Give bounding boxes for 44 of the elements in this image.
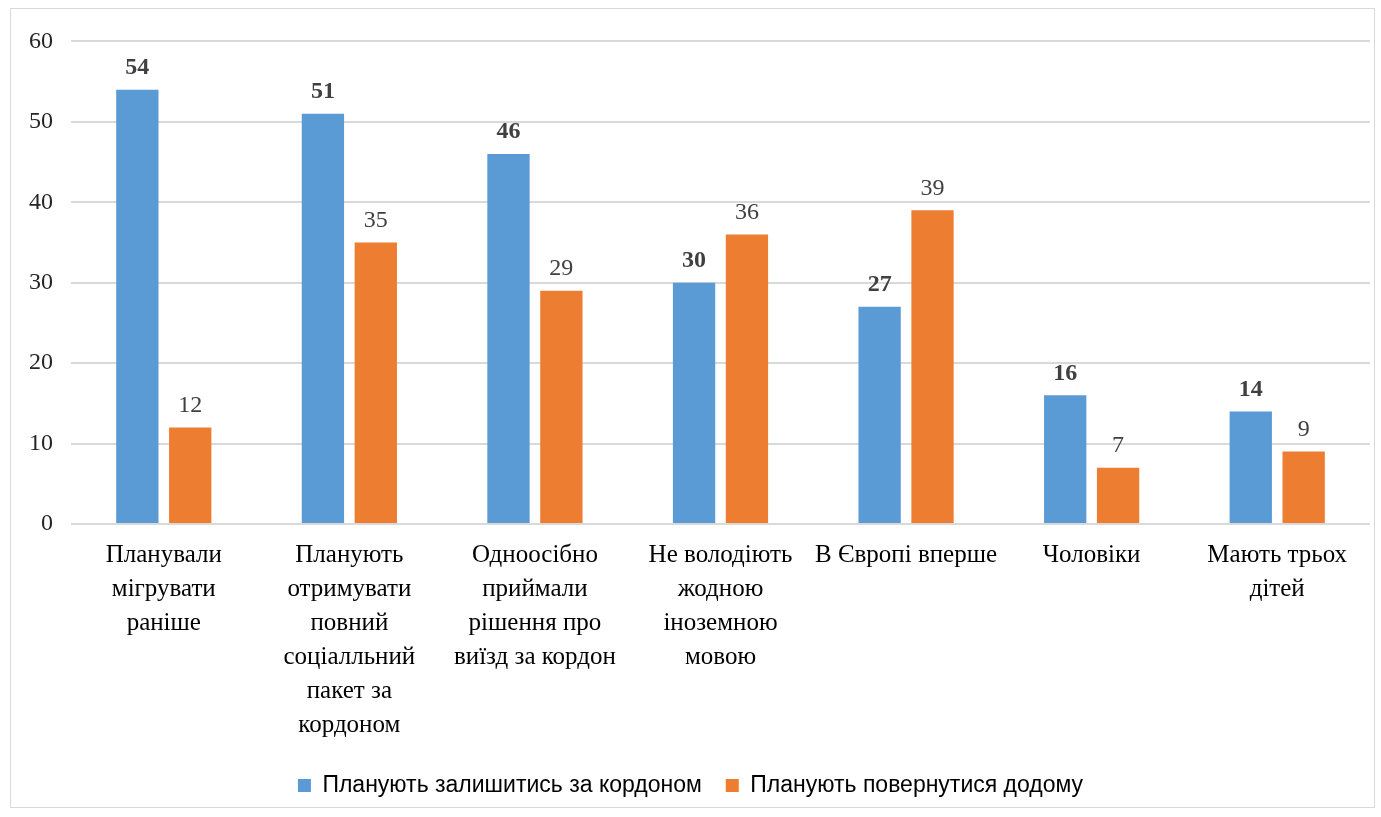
- bar: [354, 242, 397, 523]
- x-tick-label: Планують отримувати повний соціалльний пакет за кордоном: [283, 539, 416, 737]
- bar: [1282, 451, 1325, 523]
- bar: [487, 154, 530, 523]
- data-label: 54: [125, 52, 150, 79]
- bar: [911, 210, 954, 523]
- x-tick-label: Одноосібно приймали рішення про виїзд за кордон: [453, 539, 616, 669]
- bar: [672, 282, 716, 523]
- bar: [1229, 411, 1272, 523]
- data-label: 46: [496, 117, 521, 144]
- bar: [1044, 395, 1087, 523]
- bar: [116, 89, 159, 523]
- bar: [725, 234, 769, 523]
- data-label: 16: [1053, 358, 1078, 385]
- bar: [858, 306, 901, 523]
- data-label: 14: [1238, 374, 1263, 401]
- y-tick-label: 40: [29, 187, 53, 214]
- y-tick-label: 60: [29, 26, 53, 53]
- y-tick-label: 0: [41, 509, 53, 536]
- legend-label: Планують залишитись за кордоном: [322, 770, 702, 797]
- bar: [540, 290, 583, 523]
- legend-label: Планують повернутися додому: [750, 770, 1084, 797]
- data-label: 12: [178, 390, 203, 417]
- data-label: 9: [1297, 414, 1310, 441]
- data-label: 51: [310, 76, 335, 103]
- y-tick-label: 20: [29, 348, 53, 375]
- bar: [169, 427, 212, 523]
- data-label: 7: [1112, 430, 1125, 457]
- data-label: 29: [549, 254, 574, 281]
- data-label: 36: [734, 197, 759, 224]
- x-tick-label: Мають трьох дітей: [1207, 539, 1348, 601]
- data-label: 35: [363, 205, 388, 232]
- data-label: 27: [867, 270, 892, 297]
- data-label: 30: [682, 245, 707, 272]
- data-label: 39: [920, 173, 945, 200]
- y-tick-label: 10: [29, 428, 53, 455]
- bar: [1096, 467, 1140, 523]
- x-tick-label: Чоловіки: [1042, 539, 1141, 567]
- y-tick-label: 30: [29, 268, 53, 294]
- y-tick-label: 50: [29, 107, 53, 134]
- bar: [301, 113, 345, 523]
- x-tick-label: В Європі вперше: [815, 539, 998, 567]
- x-tick-label: Не володіють жодною іноземною мовою: [648, 539, 793, 669]
- x-tick-label: Планували мігрувати раніше: [105, 539, 222, 635]
